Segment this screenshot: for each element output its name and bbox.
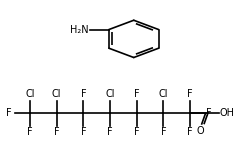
Text: F: F	[206, 108, 212, 118]
Text: F: F	[107, 127, 113, 138]
Text: F: F	[134, 127, 140, 138]
Text: F: F	[80, 127, 86, 138]
Text: F: F	[54, 127, 60, 138]
Text: O: O	[197, 126, 204, 136]
Text: F: F	[187, 89, 193, 99]
Text: Cl: Cl	[105, 89, 115, 99]
Text: Cl: Cl	[52, 89, 62, 99]
Text: F: F	[80, 89, 86, 99]
Text: F: F	[27, 127, 33, 138]
Text: F: F	[6, 108, 12, 118]
Text: Cl: Cl	[25, 89, 35, 99]
Text: F: F	[187, 127, 193, 138]
Text: OH: OH	[220, 108, 235, 118]
Text: F: F	[160, 127, 166, 138]
Text: F: F	[134, 89, 140, 99]
Text: Cl: Cl	[158, 89, 168, 99]
Text: H₂N: H₂N	[70, 25, 89, 35]
